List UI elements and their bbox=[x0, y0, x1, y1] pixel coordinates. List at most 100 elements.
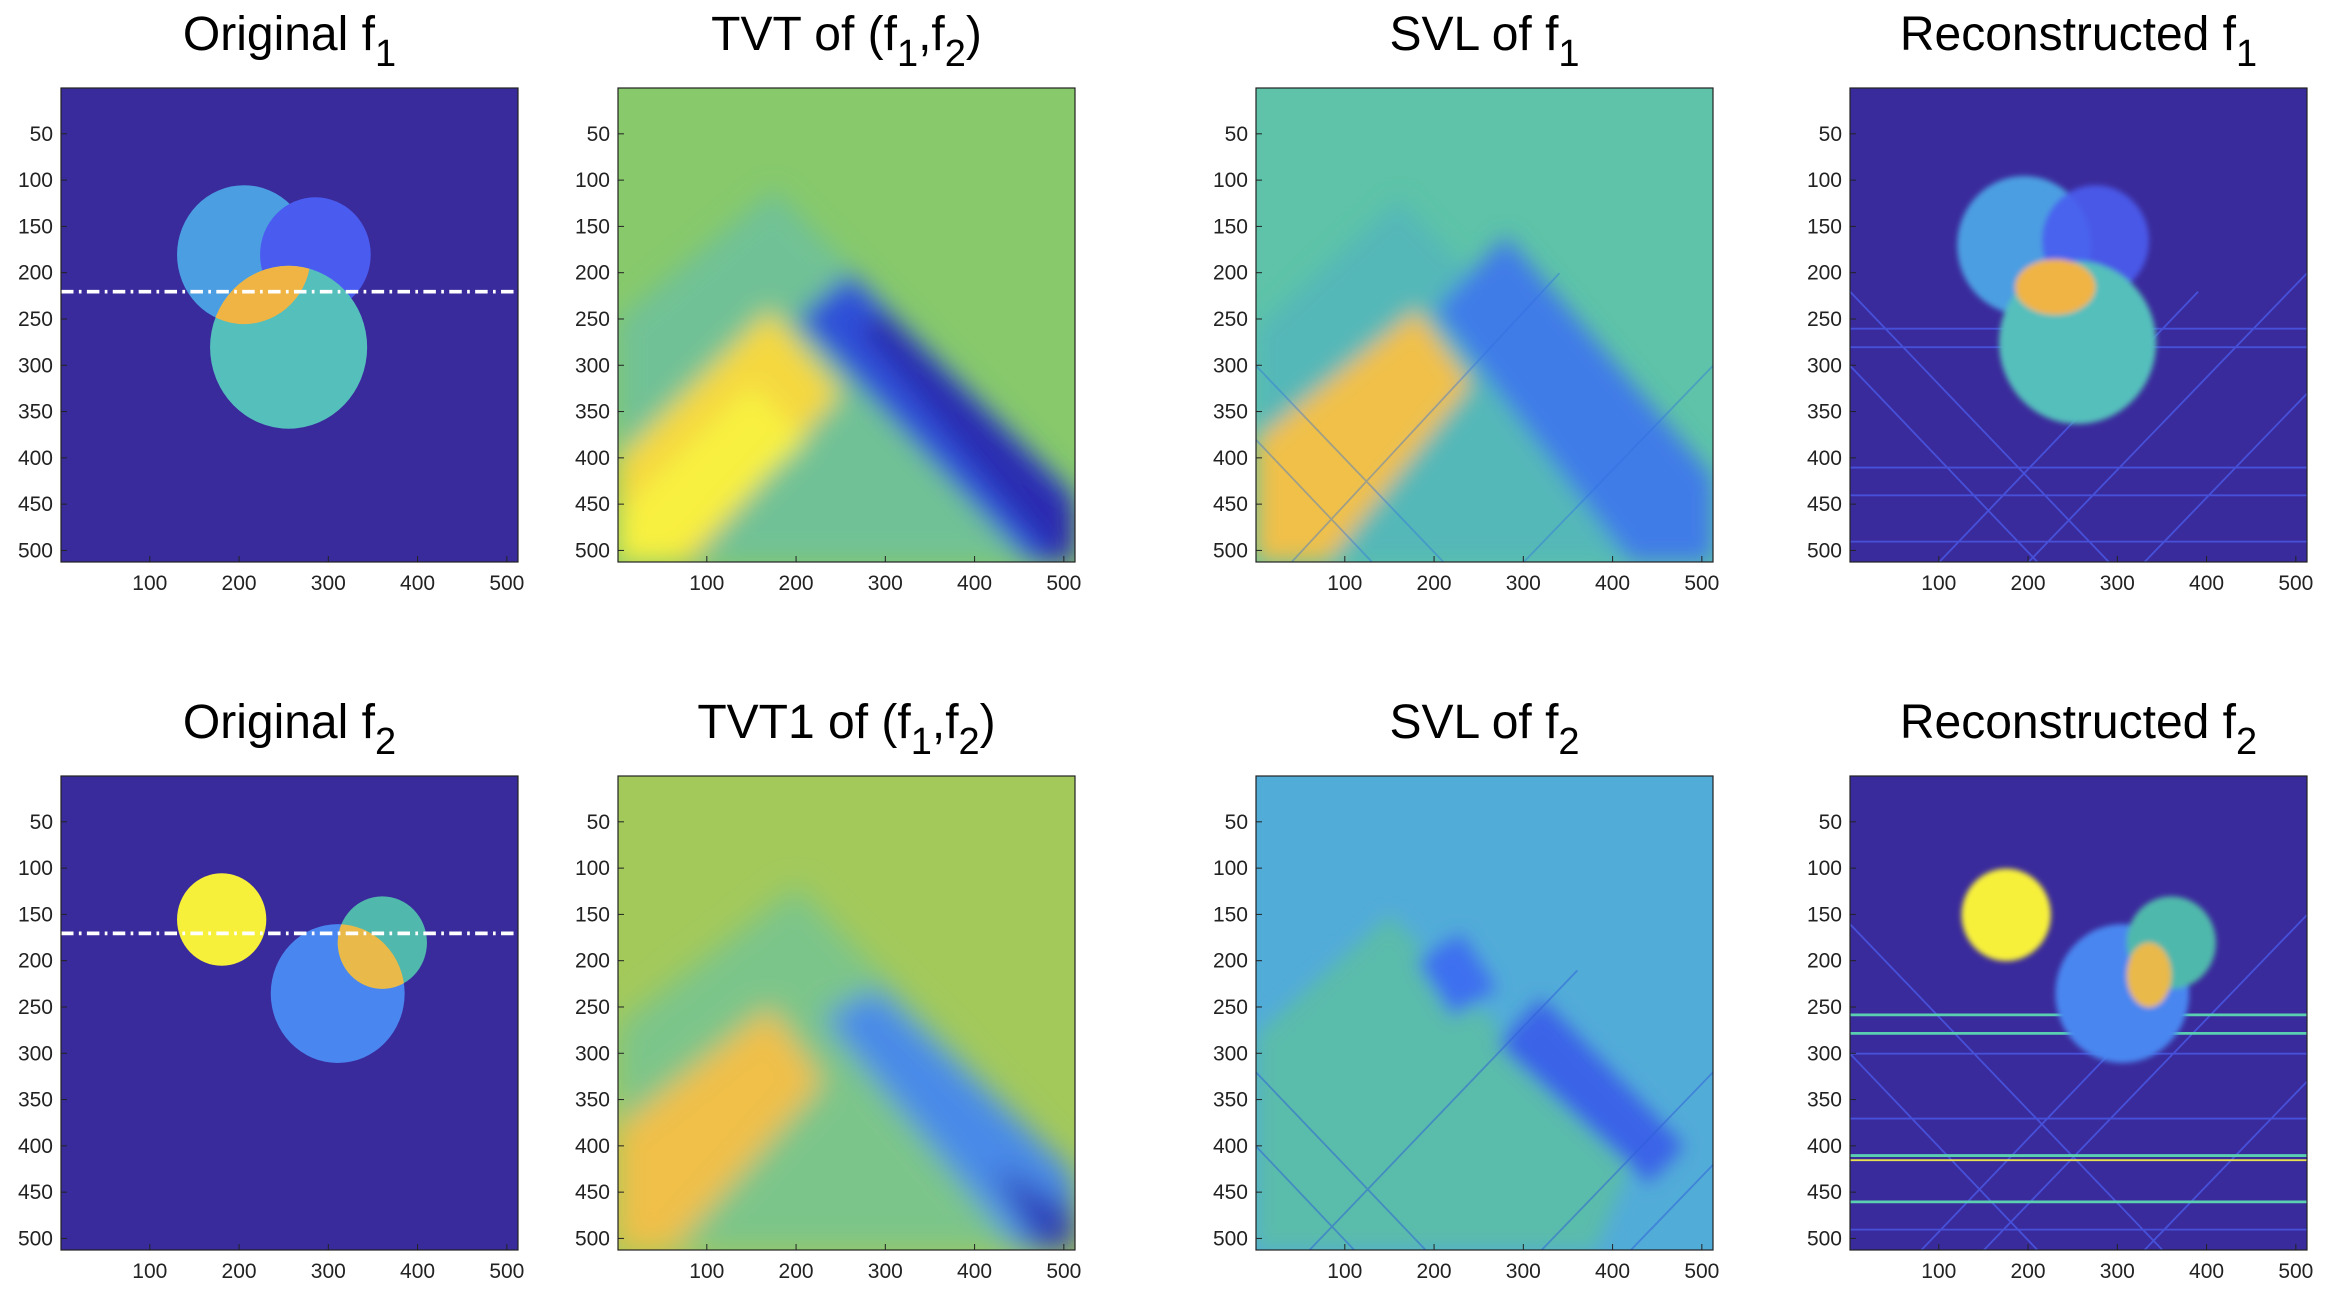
y-tick-label: 500 bbox=[1213, 539, 1248, 562]
panel-title: TVT1 of (f1,f2) bbox=[697, 696, 995, 763]
y-tick-label: 50 bbox=[1225, 123, 1248, 146]
title-text: Reconstructed f bbox=[1900, 696, 2237, 749]
panel: 100 200 300 400 500 50 100 150 200 250 300 350 400 45… bbox=[18, 696, 524, 1283]
y-tick-label: 300 bbox=[18, 354, 53, 377]
title-subscript: 1 bbox=[2236, 33, 2257, 75]
y-tick-label: 150 bbox=[1213, 903, 1248, 926]
y-tick-label: 150 bbox=[18, 903, 53, 926]
y-tick-label: 400 bbox=[1213, 447, 1248, 470]
title-subscript: 2 bbox=[959, 721, 980, 763]
image-svl-f2 bbox=[1256, 776, 1713, 1250]
y-tick-label: 150 bbox=[1807, 215, 1842, 238]
image-tvt1 bbox=[618, 776, 1075, 1250]
x-tick-label: 500 bbox=[1684, 1260, 1719, 1283]
y-tick-label: 250 bbox=[1213, 308, 1248, 331]
y-tick-label: 450 bbox=[575, 1181, 610, 1204]
x-tick-label: 300 bbox=[868, 1260, 903, 1283]
x-tick-label: 300 bbox=[311, 572, 346, 595]
x-tick-label: 500 bbox=[489, 1260, 524, 1283]
image-original-f1 bbox=[61, 88, 518, 562]
y-tick-label: 200 bbox=[575, 950, 610, 973]
y-tick-label: 450 bbox=[1213, 493, 1248, 516]
y-tick-label: 350 bbox=[1807, 1089, 1842, 1112]
x-tick-label: 100 bbox=[1327, 572, 1362, 595]
x-tick-label: 500 bbox=[1684, 572, 1719, 595]
y-tick-label: 300 bbox=[575, 354, 610, 377]
panel: 100 200 300 400 500 50 100 150 200 250 300 350 400 45… bbox=[1213, 8, 1719, 595]
panel: 100 200 300 400 500 50 100 150 200 250 300 350 400 45… bbox=[1213, 696, 1719, 1283]
y-tick-label: 450 bbox=[1807, 493, 1842, 516]
image-reconstructed-f2 bbox=[1850, 776, 2307, 1250]
title-subscript: 1 bbox=[1558, 33, 1579, 75]
x-tick-label: 400 bbox=[1595, 1260, 1630, 1283]
y-tick-label: 50 bbox=[1225, 811, 1248, 834]
y-tick-label: 450 bbox=[575, 493, 610, 516]
y-tick-label: 50 bbox=[587, 123, 610, 146]
y-tick-label: 400 bbox=[1807, 1135, 1842, 1158]
panel-title: Original f1 bbox=[183, 8, 396, 75]
x-tick-label: 200 bbox=[1417, 1260, 1452, 1283]
y-tick-label: 350 bbox=[18, 1089, 53, 1112]
y-tick-label: 50 bbox=[30, 123, 53, 146]
title-text: ,f bbox=[918, 8, 945, 61]
axes-box bbox=[60, 775, 519, 1251]
y-tick-label: 50 bbox=[30, 811, 53, 834]
y-tick-label: 50 bbox=[587, 811, 610, 834]
title-text: ) bbox=[980, 696, 996, 749]
panel-title: TVT of (f1,f2) bbox=[711, 8, 982, 75]
axes-box bbox=[60, 87, 519, 563]
panel: 100 200 300 400 500 50 100 150 200 250 300 350 400 45… bbox=[18, 8, 524, 595]
y-tick-label: 150 bbox=[18, 215, 53, 238]
title-subscript: 2 bbox=[2236, 721, 2257, 763]
y-tick-label: 350 bbox=[18, 401, 53, 424]
axes-box bbox=[1255, 775, 1714, 1251]
x-tick-label: 100 bbox=[132, 572, 167, 595]
y-tick-label: 200 bbox=[18, 262, 53, 285]
x-tick-label: 100 bbox=[132, 1260, 167, 1283]
x-tick-label: 400 bbox=[2189, 1260, 2224, 1283]
title-subscript: 1 bbox=[911, 721, 932, 763]
y-tick-label: 300 bbox=[1213, 1042, 1248, 1065]
x-tick-label: 100 bbox=[689, 572, 724, 595]
x-tick-label: 500 bbox=[1046, 572, 1081, 595]
y-tick-label: 100 bbox=[1213, 169, 1248, 192]
image-reconstructed-f1 bbox=[1850, 88, 2307, 562]
panel: 100 200 300 400 500 50 100 150 200 250 300 350 400 45… bbox=[575, 8, 1081, 595]
panel-title: Original f2 bbox=[183, 696, 396, 763]
y-tick-label: 50 bbox=[1819, 811, 1842, 834]
y-tick-label: 50 bbox=[1819, 123, 1842, 146]
y-tick-label: 500 bbox=[1213, 1227, 1248, 1250]
y-tick-label: 350 bbox=[1213, 1089, 1248, 1112]
y-tick-label: 300 bbox=[18, 1042, 53, 1065]
y-tick-label: 350 bbox=[1213, 401, 1248, 424]
title-text: SVL of f bbox=[1389, 8, 1559, 61]
panel-title: Reconstructed f2 bbox=[1900, 696, 2257, 763]
x-tick-label: 500 bbox=[2278, 1260, 2313, 1283]
y-tick-label: 350 bbox=[1807, 401, 1842, 424]
y-tick-label: 100 bbox=[1807, 169, 1842, 192]
y-tick-label: 100 bbox=[575, 169, 610, 192]
y-tick-label: 200 bbox=[1213, 950, 1248, 973]
y-tick-label: 300 bbox=[1807, 354, 1842, 377]
y-tick-label: 400 bbox=[18, 447, 53, 470]
x-tick-label: 400 bbox=[400, 572, 435, 595]
x-tick-label: 200 bbox=[2011, 572, 2046, 595]
y-tick-label: 400 bbox=[575, 1135, 610, 1158]
y-tick-label: 100 bbox=[18, 169, 53, 192]
title-text: Reconstructed f bbox=[1900, 8, 2237, 61]
title-text: ) bbox=[966, 8, 982, 61]
y-tick-label: 250 bbox=[1807, 996, 1842, 1019]
title-subscript: 2 bbox=[375, 721, 396, 763]
y-tick-label: 450 bbox=[1807, 1181, 1842, 1204]
y-tick-label: 200 bbox=[1807, 950, 1842, 973]
title-text: SVL of f bbox=[1389, 696, 1559, 749]
title-subscript: 1 bbox=[897, 33, 918, 75]
y-tick-label: 100 bbox=[1213, 857, 1248, 880]
title-text: TVT of (f bbox=[711, 8, 897, 61]
image-tvt bbox=[618, 88, 1075, 562]
y-tick-label: 500 bbox=[1807, 1227, 1842, 1250]
x-tick-label: 300 bbox=[868, 572, 903, 595]
title-text: TVT1 of (f bbox=[697, 696, 911, 749]
image-svl-f1 bbox=[1256, 88, 1713, 562]
y-tick-label: 200 bbox=[1807, 262, 1842, 285]
